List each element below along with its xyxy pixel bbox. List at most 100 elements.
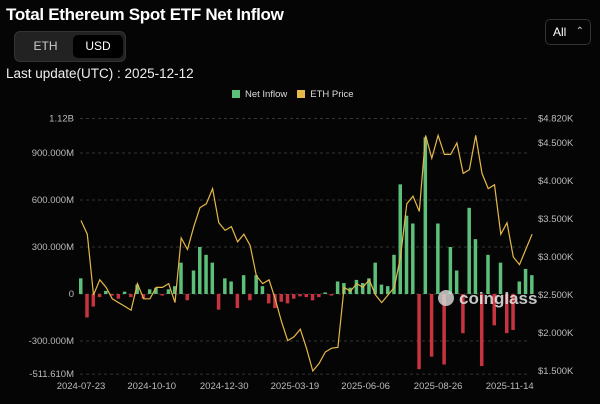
net-inflow-bar[interactable] bbox=[204, 254, 208, 294]
chevron-up-down-icon: ⌃ bbox=[575, 26, 584, 37]
net-inflow-bar[interactable] bbox=[254, 275, 258, 294]
page-title: Total Ethereum Spot ETF Net Inflow bbox=[6, 5, 284, 24]
y-left-tick: 300.000M bbox=[32, 242, 74, 253]
net-inflow-bar[interactable] bbox=[166, 289, 171, 294]
net-inflow-bar[interactable] bbox=[392, 254, 396, 294]
watermark-text: coinglass bbox=[459, 289, 537, 308]
net-inflow-bar[interactable] bbox=[241, 275, 246, 294]
net-inflow-bar[interactable] bbox=[442, 294, 446, 365]
net-inflow-bar[interactable] bbox=[423, 137, 428, 294]
legend-net-inflow[interactable]: Net Inflow bbox=[232, 89, 287, 100]
net-inflow-bar[interactable] bbox=[479, 294, 484, 367]
range-select[interactable]: All ⌃ bbox=[545, 19, 591, 45]
net-inflow-bar[interactable] bbox=[172, 286, 177, 294]
net-inflow-bar[interactable] bbox=[198, 247, 202, 294]
net-inflow-bar[interactable] bbox=[523, 268, 528, 294]
y-right-tick: $4.500K bbox=[538, 138, 574, 149]
net-inflow-bar[interactable] bbox=[210, 262, 215, 294]
net-inflow-bar[interactable] bbox=[85, 294, 89, 318]
net-inflow-bar[interactable] bbox=[411, 223, 415, 295]
range-value: All bbox=[553, 25, 567, 39]
net-inflow-bar[interactable] bbox=[235, 294, 240, 309]
net-inflow-bar[interactable] bbox=[323, 292, 327, 294]
y-right-tick: $2.500K bbox=[538, 290, 574, 301]
net-inflow-bar[interactable] bbox=[461, 294, 465, 334]
net-inflow-bar[interactable] bbox=[185, 294, 190, 301]
unit-option-usd[interactable]: USD bbox=[73, 35, 123, 58]
net-inflow-bar[interactable] bbox=[486, 254, 490, 294]
net-inflow-bar[interactable] bbox=[473, 239, 478, 294]
net-inflow-bar[interactable] bbox=[367, 278, 371, 294]
y-right-tick: $1.500K bbox=[538, 366, 574, 377]
net-inflow-bar[interactable] bbox=[279, 294, 283, 302]
net-inflow-bar[interactable] bbox=[110, 294, 114, 296]
net-inflow-bar[interactable] bbox=[360, 283, 365, 294]
net-inflow-bar[interactable] bbox=[517, 281, 522, 294]
net-inflow-bar[interactable] bbox=[135, 284, 139, 294]
net-inflow-bar[interactable] bbox=[354, 279, 359, 294]
net-inflow-bar[interactable] bbox=[404, 215, 409, 294]
net-inflow-bar[interactable] bbox=[417, 294, 421, 370]
y-left-tick: -511.610M bbox=[29, 369, 74, 380]
net-inflow-bar[interactable] bbox=[191, 270, 196, 295]
y-left-tick: 600.000M bbox=[32, 195, 74, 206]
net-inflow-bar[interactable] bbox=[335, 281, 340, 294]
net-inflow-bar[interactable] bbox=[379, 284, 384, 294]
net-inflow-bar[interactable] bbox=[511, 294, 515, 331]
coinglass-logo-icon bbox=[438, 290, 454, 306]
net-inflow-bar[interactable] bbox=[505, 294, 509, 334]
y-left-tick: -300.000M bbox=[29, 336, 75, 347]
net-inflow-bar[interactable] bbox=[498, 262, 503, 294]
net-inflow-bar[interactable] bbox=[260, 286, 265, 294]
net-inflow-bar[interactable] bbox=[285, 294, 290, 304]
net-inflow-bar[interactable] bbox=[292, 294, 296, 299]
net-inflow-bar[interactable] bbox=[436, 223, 440, 295]
net-inflow-bar[interactable] bbox=[530, 275, 534, 294]
net-inflow-bar[interactable] bbox=[304, 294, 309, 298]
net-inflow-bar[interactable] bbox=[229, 281, 233, 294]
legend-label: Net Inflow bbox=[245, 89, 288, 100]
net-inflow-bar[interactable] bbox=[160, 294, 164, 296]
net-inflow-bar[interactable] bbox=[467, 207, 471, 294]
net-inflow-bar[interactable] bbox=[454, 270, 459, 295]
net-inflow-bar[interactable] bbox=[223, 278, 227, 294]
legend-swatch bbox=[232, 90, 240, 98]
unit-toggle[interactable]: ETH USD bbox=[14, 31, 126, 62]
net-inflow-bar[interactable] bbox=[147, 289, 152, 294]
net-inflow-bar[interactable] bbox=[179, 262, 183, 294]
net-inflow-bar[interactable] bbox=[79, 278, 83, 294]
unit-option-eth[interactable]: ETH bbox=[33, 39, 58, 53]
net-inflow-bar[interactable] bbox=[104, 290, 108, 294]
net-inflow-bar[interactable] bbox=[398, 184, 403, 294]
net-inflow-bar[interactable] bbox=[385, 286, 390, 294]
net-inflow-bar[interactable] bbox=[429, 294, 434, 357]
net-inflow-bar[interactable] bbox=[329, 294, 334, 296]
net-inflow-bar[interactable] bbox=[273, 294, 277, 309]
chart-legend: Net Inflow ETH Price bbox=[232, 89, 354, 100]
x-tick: 2025-06-06 bbox=[341, 381, 390, 392]
x-tick: 2025-08-26 bbox=[414, 381, 463, 392]
legend-label: ETH Price bbox=[310, 89, 354, 100]
y-right-tick: $3.000K bbox=[538, 252, 574, 263]
net-inflow-bar[interactable] bbox=[97, 294, 102, 298]
eth-price-line bbox=[80, 133, 533, 373]
net-inflow-bar[interactable] bbox=[129, 294, 133, 298]
net-inflow-bar[interactable] bbox=[122, 291, 127, 294]
x-tick: 2025-11-14 bbox=[486, 381, 534, 392]
net-inflow-bar[interactable] bbox=[154, 287, 158, 294]
net-inflow-bar[interactable] bbox=[91, 294, 96, 307]
net-inflow-bar[interactable] bbox=[373, 262, 377, 294]
y-left-tick: 0 bbox=[69, 289, 74, 300]
legend-eth-price[interactable]: ETH Price bbox=[297, 89, 354, 100]
net-inflow-bar[interactable] bbox=[141, 294, 146, 299]
net-inflow-bar[interactable] bbox=[116, 294, 121, 299]
net-inflow-bar[interactable] bbox=[216, 294, 221, 310]
x-tick: 2024-07-23 bbox=[57, 381, 106, 392]
net-inflow-bar[interactable] bbox=[298, 294, 302, 297]
net-inflow-bar[interactable] bbox=[266, 294, 271, 304]
net-inflow-bar[interactable] bbox=[448, 247, 453, 294]
net-inflow-bar[interactable] bbox=[317, 294, 321, 298]
net-inflow-bar[interactable] bbox=[492, 294, 496, 326]
net-inflow-bar[interactable] bbox=[310, 294, 315, 301]
net-inflow-bar[interactable] bbox=[248, 294, 252, 301]
